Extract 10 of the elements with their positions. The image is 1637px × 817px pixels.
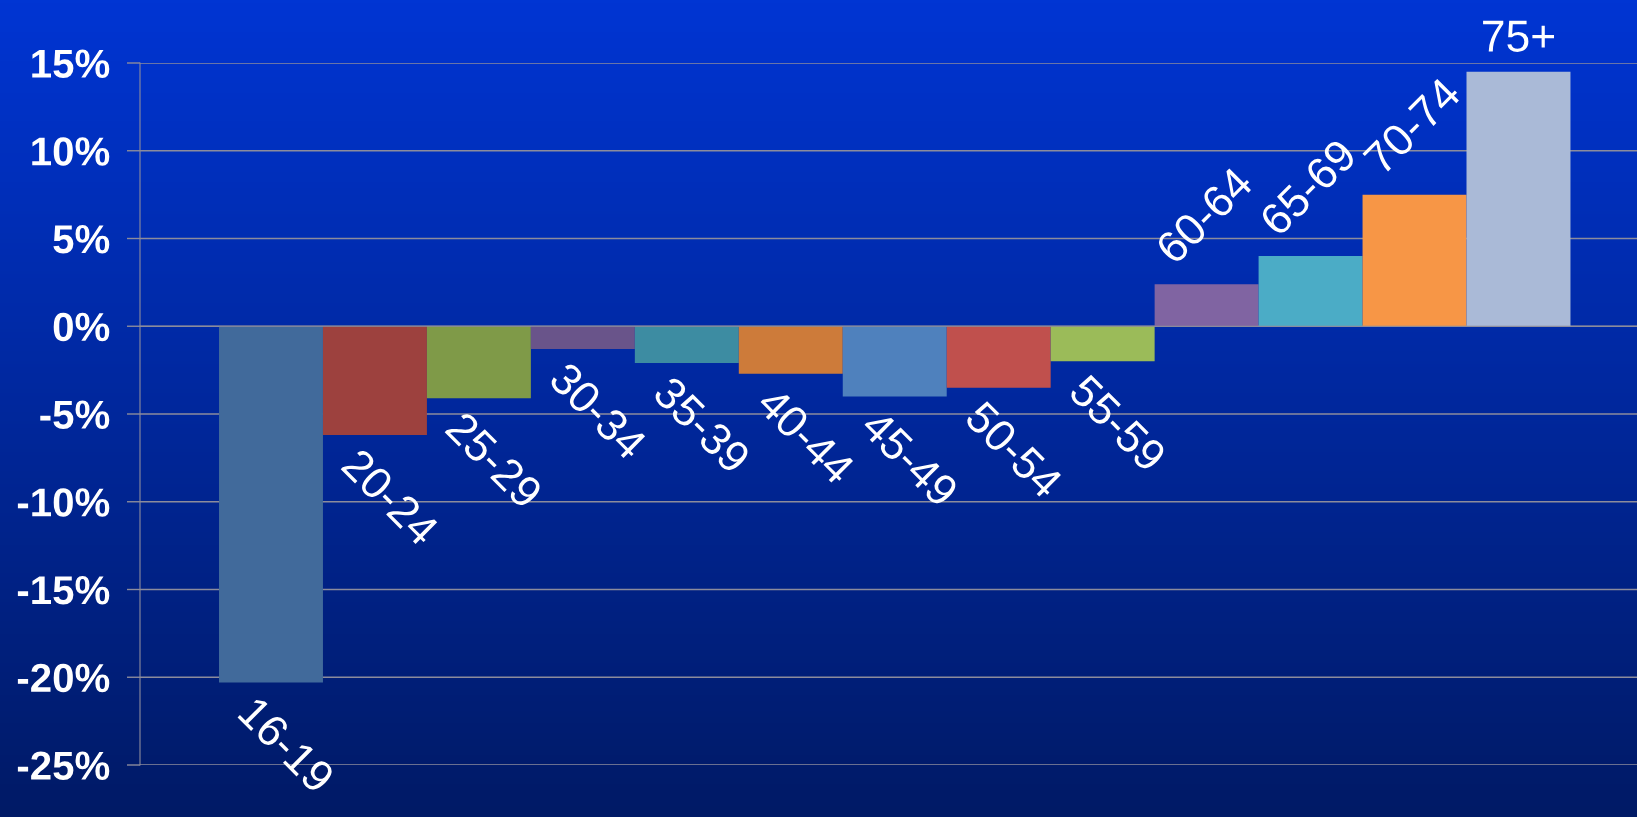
y-tick-label: -15% [17,576,110,605]
y-tick-label: 10% [32,137,110,166]
y-tick-label: -20% [17,663,110,693]
y-tick-label: -25% [17,751,110,780]
x-tick-label: 75+ [1483,20,1554,52]
y-tick-label: 15% [32,49,110,78]
y-tick-label: 0% [53,312,110,342]
y-tick-label: -10% [17,488,110,517]
y-tick-label: 5% [53,225,110,254]
y-tick-label: -5% [40,400,110,429]
